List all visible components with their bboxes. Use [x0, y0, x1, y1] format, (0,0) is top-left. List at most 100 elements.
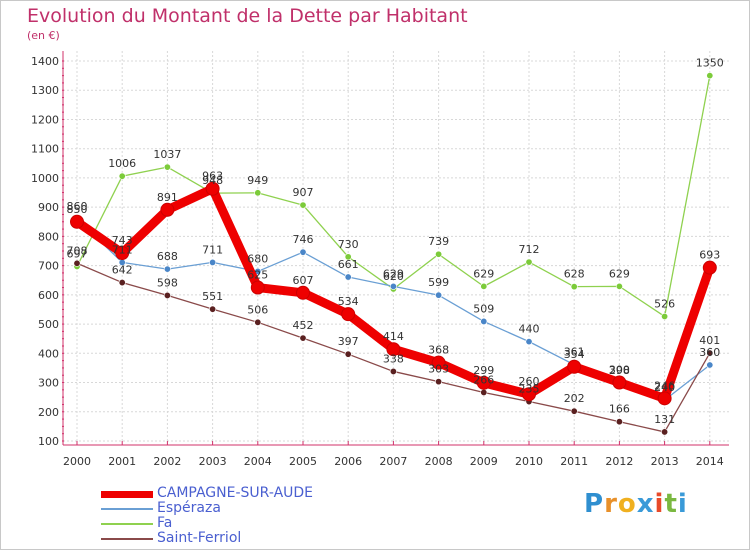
point-saint-ferriol-2011: [570, 407, 578, 415]
point-saint-ferriol-2012: [615, 418, 623, 426]
data-label-saint-ferriol-2009: 266: [473, 373, 494, 386]
y-tick-label-1200: 1200: [31, 113, 59, 126]
legend-item-esperaza: Espéraza: [101, 500, 401, 516]
point-fa-2013: [661, 312, 669, 320]
x-tick-label-2004: 2004: [244, 455, 272, 468]
data-label-fa-2008: 739: [428, 235, 449, 248]
chart-unit: (en €): [27, 29, 60, 42]
point-esp-raza-2007: [389, 282, 397, 290]
point-esp-raza-2010: [525, 338, 533, 346]
point-campagne-sur-aude-2009: [476, 375, 491, 390]
x-tick-label-2013: 2013: [651, 455, 679, 468]
data-label-campagne-sur-aude-2011: 354: [564, 348, 585, 361]
data-label-esp-raza-2003: 711: [202, 243, 223, 256]
data-label-saint-ferriol-2013: 131: [654, 413, 675, 426]
point-esp-raza-2009: [480, 317, 488, 325]
legend-item-campagne-sur-aude: CAMPAGNE-SUR-AUDE: [101, 485, 401, 501]
data-label-campagne-sur-aude-2007: 414: [383, 330, 404, 343]
point-campagne-sur-aude-2003: [205, 181, 220, 196]
point-fa-2011: [570, 283, 578, 291]
point-fa-2012: [615, 282, 623, 290]
point-saint-ferriol-2007: [389, 367, 397, 375]
data-label-campagne-sur-aude-2010: 260: [519, 375, 540, 388]
data-label-esp-raza-2013: 240: [654, 381, 675, 394]
data-label-fa-2004: 949: [247, 174, 268, 187]
y-tick-label-1100: 1100: [31, 143, 59, 156]
data-label-esp-raza-2001: 711: [112, 243, 133, 256]
point-saint-ferriol-2009: [480, 388, 488, 396]
y-tick-label-400: 400: [38, 347, 59, 360]
point-fa-2010: [525, 258, 533, 266]
legend-swatch-campagne-sur-aude: [101, 491, 153, 498]
point-campagne-sur-aude-2006: [341, 307, 356, 322]
data-label-campagne-sur-aude-2002: 891: [157, 191, 178, 204]
x-tick-label-2003: 2003: [199, 455, 227, 468]
x-tick-label-2012: 2012: [605, 455, 633, 468]
point-fa-2001: [118, 172, 126, 180]
data-label-saint-ferriol-2005: 452: [293, 319, 314, 332]
point-esp-raza-2014: [706, 361, 714, 369]
point-saint-ferriol-2002: [163, 291, 171, 299]
point-saint-ferriol-2006: [344, 350, 352, 358]
point-saint-ferriol-2014: [706, 349, 714, 357]
data-label-fa-2009: 629: [473, 267, 494, 280]
data-label-campagne-sur-aude-2004: 625: [247, 269, 268, 282]
proxiti-logo: Proxiti: [584, 489, 688, 519]
data-label-campagne-sur-aude-2009: 299: [473, 364, 494, 377]
point-fa-2002: [163, 163, 171, 171]
data-label-campagne-sur-aude-2013: 246: [654, 379, 675, 392]
chart-title: Evolution du Montant de la Dette par Hab…: [27, 5, 468, 27]
data-label-esp-raza-2014: 360: [699, 346, 720, 359]
point-campagne-sur-aude-2014: [702, 260, 717, 275]
x-tick-label-2002: 2002: [153, 455, 181, 468]
data-label-saint-ferriol-2011: 202: [564, 392, 585, 405]
x-tick-label-2009: 2009: [470, 455, 498, 468]
data-label-fa-2010: 712: [519, 243, 540, 256]
x-tick-label-2007: 2007: [379, 455, 407, 468]
point-fa-2014: [706, 72, 714, 80]
point-saint-ferriol-2004: [254, 318, 262, 326]
data-label-saint-ferriol-2006: 397: [338, 335, 359, 348]
point-fa-2004: [254, 189, 262, 197]
x-tick-label-2000: 2000: [63, 455, 91, 468]
point-campagne-sur-aude-2000: [70, 214, 84, 229]
data-label-saint-ferriol-2012: 166: [609, 403, 630, 416]
legend-swatch-saint-ferriol: [101, 538, 153, 540]
y-tick-label-800: 800: [38, 230, 59, 243]
data-label-saint-ferriol-2008: 303: [428, 363, 449, 376]
x-tick-label-2001: 2001: [108, 455, 136, 468]
legend-swatch-esperaza: [101, 508, 153, 510]
data-label-fa-2000: 697: [67, 247, 88, 260]
data-label-fa-2014: 1350: [696, 57, 724, 70]
point-esp-raza-2005: [299, 248, 307, 256]
data-label-fa-2013: 526: [654, 297, 675, 310]
data-label-esp-raza-2002: 688: [157, 250, 178, 263]
data-label-esp-raza-2008: 599: [428, 276, 449, 289]
data-label-esp-raza-2004: 680: [247, 252, 268, 265]
data-label-campagne-sur-aude-2008: 368: [428, 344, 449, 357]
data-label-fa-2011: 628: [564, 268, 585, 281]
data-label-esp-raza-2012: 298: [609, 364, 630, 377]
point-fa-2008: [435, 250, 443, 258]
data-label-saint-ferriol-2002: 598: [157, 276, 178, 289]
data-label-fa-2002: 1037: [153, 148, 181, 161]
data-label-esp-raza-2000: 860: [67, 200, 88, 213]
data-label-esp-raza-2005: 746: [293, 233, 314, 246]
data-label-fa-2005: 907: [293, 186, 314, 199]
data-label-saint-ferriol-2004: 506: [247, 303, 268, 316]
x-tick-label-2014: 2014: [696, 455, 724, 468]
data-label-saint-ferriol-2001: 642: [112, 264, 133, 277]
point-campagne-sur-aude-2005: [296, 285, 310, 300]
data-label-campagne-sur-aude-2014: 693: [699, 249, 720, 262]
y-tick-label-1400: 1400: [31, 55, 59, 68]
data-label-campagne-sur-aude-2006: 534: [338, 295, 359, 308]
data-label-fa-2001: 1006: [108, 157, 136, 170]
point-saint-ferriol-2008: [435, 378, 443, 386]
data-label-fa-2012: 629: [609, 267, 630, 280]
point-esp-raza-2002: [163, 265, 171, 273]
point-campagne-sur-aude-2001: [115, 246, 130, 261]
legend-label-saint-ferriol: Saint-Ferriol: [157, 530, 242, 546]
point-fa-2009: [480, 282, 488, 290]
